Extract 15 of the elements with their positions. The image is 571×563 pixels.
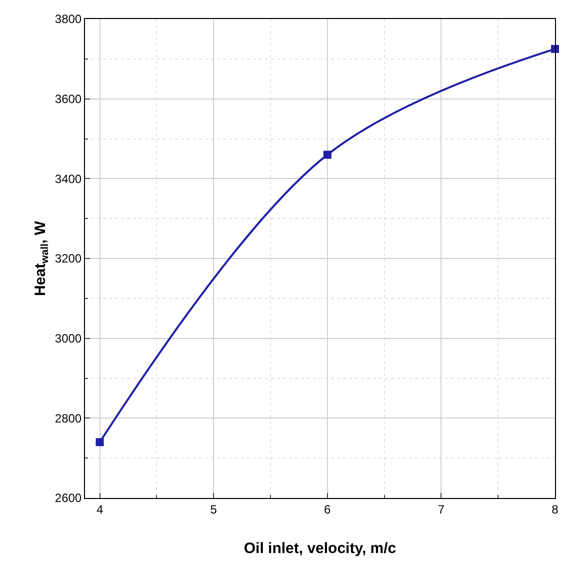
x-axis-title: Oil inlet, velocity, m/c <box>244 540 396 557</box>
y-tick-label: 3000 <box>54 332 82 346</box>
y-tick-label: 2800 <box>54 411 82 426</box>
point <box>96 438 104 446</box>
x-tick-label: 8 <box>552 502 559 516</box>
x-tick-label: 7 <box>438 502 445 516</box>
y-tick-label: 3200 <box>54 252 82 266</box>
x-tick-label: 6 <box>324 502 332 516</box>
y-tick-label: 3800 <box>54 12 82 26</box>
y-tick-label: 3600 <box>54 92 82 106</box>
x-tick-label: 5 <box>210 502 218 516</box>
y-tick-label: 3400 <box>54 172 82 186</box>
point <box>323 150 332 159</box>
y-tick-label: 2600 <box>54 491 82 506</box>
x-tick-label: 4 <box>96 502 104 516</box>
